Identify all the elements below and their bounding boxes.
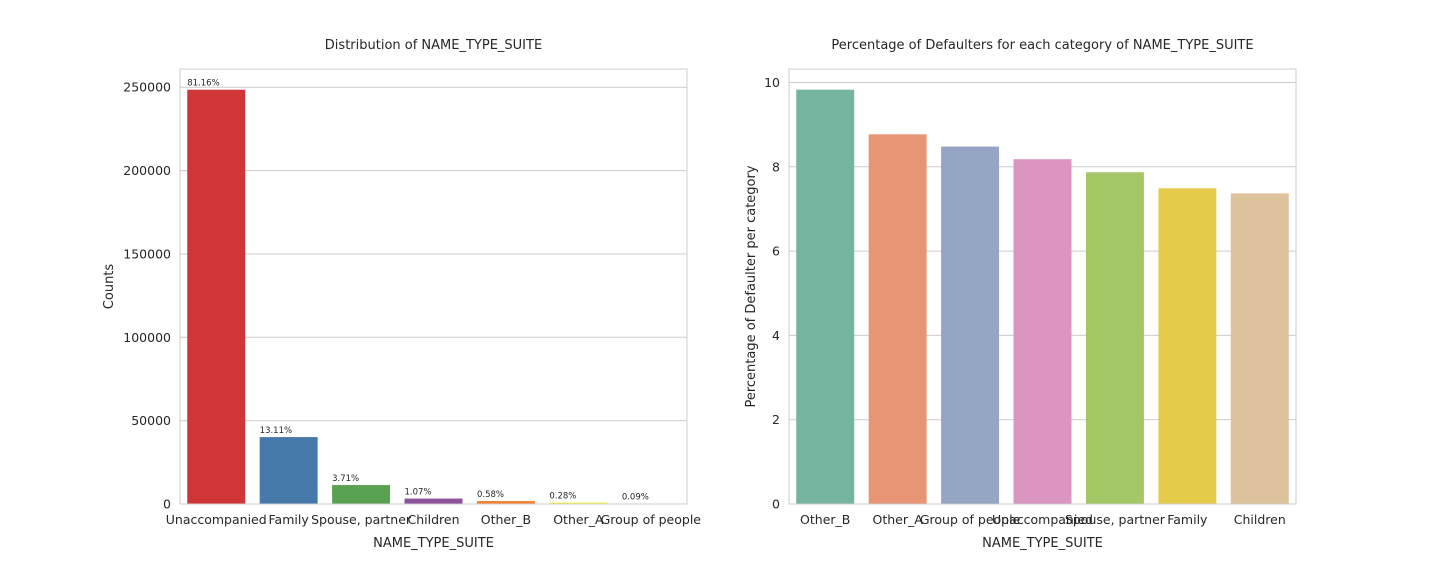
chart-1-xtick-label: Children [407, 512, 459, 527]
chart-1-ytick-label: 150000 [123, 246, 171, 261]
chart-1-data-label: 81.16% [187, 79, 219, 89]
chart-2-ytick-label: 6 [772, 244, 780, 259]
chart-2-bar [868, 134, 927, 505]
chart-1-ytick-label: 250000 [123, 80, 171, 95]
chart-2-ytick-label: 10 [764, 75, 780, 90]
chart-1-bar [259, 437, 318, 504]
chart-1-xtick-label: Group of people [601, 512, 702, 527]
chart-1-bar [404, 498, 463, 504]
chart-2-bar [941, 146, 1000, 504]
chart-2-xlabel: NAME_TYPE_SUITE [982, 536, 1103, 551]
chart-2-ytick-label: 2 [772, 412, 780, 427]
chart-2-bar [796, 89, 855, 505]
chart-2-xtick-label: Unaccompanied [992, 512, 1093, 527]
chart-1-ytick-label: 200000 [123, 163, 171, 178]
chart-1-data-label: 3.71% [332, 474, 359, 484]
chart-2-xtick-label: Children [1234, 512, 1286, 527]
chart-1-frame [179, 68, 688, 505]
chart-1-xtick-label: Other_B [481, 512, 531, 527]
chart-2-frame [788, 68, 1297, 505]
chart-1-xtick-label: Other_A [553, 512, 604, 527]
chart-1-bar [549, 502, 608, 504]
chart-2-ylabel: Percentage of Defaulter per category [744, 165, 759, 407]
chart-1-xlabel: NAME_TYPE_SUITE [373, 536, 494, 551]
chart-1-bar [187, 89, 246, 504]
chart-2-ytick-label: 0 [772, 497, 780, 512]
chart-1-ytick-label: 0 [163, 497, 171, 512]
chart-1-xtick-label: Family [269, 512, 310, 527]
chart-1-xtick-label: Spouse, partner [311, 512, 412, 527]
chart-1-title: Distribution of NAME_TYPE_SUITE [325, 38, 542, 53]
chart-1: 0 50000 100000 150000 200000 250000 Unaccompan… [102, 38, 701, 551]
chart-2-bar [1158, 188, 1217, 505]
chart-2-title: Percentage of Defaulters for each catego… [831, 38, 1253, 53]
chart-1-bar [476, 501, 535, 504]
chart-2-ytick-label: 4 [772, 328, 780, 343]
chart-2-bar [1085, 172, 1144, 504]
chart-2-bar [1013, 159, 1072, 504]
chart-1-data-label: 0.58% [477, 490, 504, 500]
chart-1-xtick-label: Unaccompanied [166, 512, 267, 527]
chart-1-data-label: 0.28% [549, 492, 576, 502]
chart-2-ytick-label: 8 [772, 159, 780, 174]
chart-2-xtick-label: Spouse, partner [1065, 512, 1166, 527]
chart-1-ylabel: Counts [102, 264, 117, 310]
chart-1-ytick-label: 50000 [131, 413, 171, 428]
chart-2-xtick-label: Other_B [800, 512, 850, 527]
chart-2-bar [1230, 193, 1289, 504]
chart-1-ytick-label: 100000 [123, 330, 171, 345]
chart-2-xtick-label: Other_A [872, 512, 923, 527]
chart-1-data-label: 1.07% [405, 488, 432, 498]
chart-1-bar [332, 485, 391, 504]
chart-1-data-label: 13.11% [260, 426, 292, 436]
chart-2-xtick-label: Group of people [920, 512, 1021, 527]
chart-1-plot-area [180, 69, 687, 504]
chart-1-data-label: 0.09% [622, 493, 649, 503]
chart-2-xtick-label: Family [1167, 512, 1208, 527]
